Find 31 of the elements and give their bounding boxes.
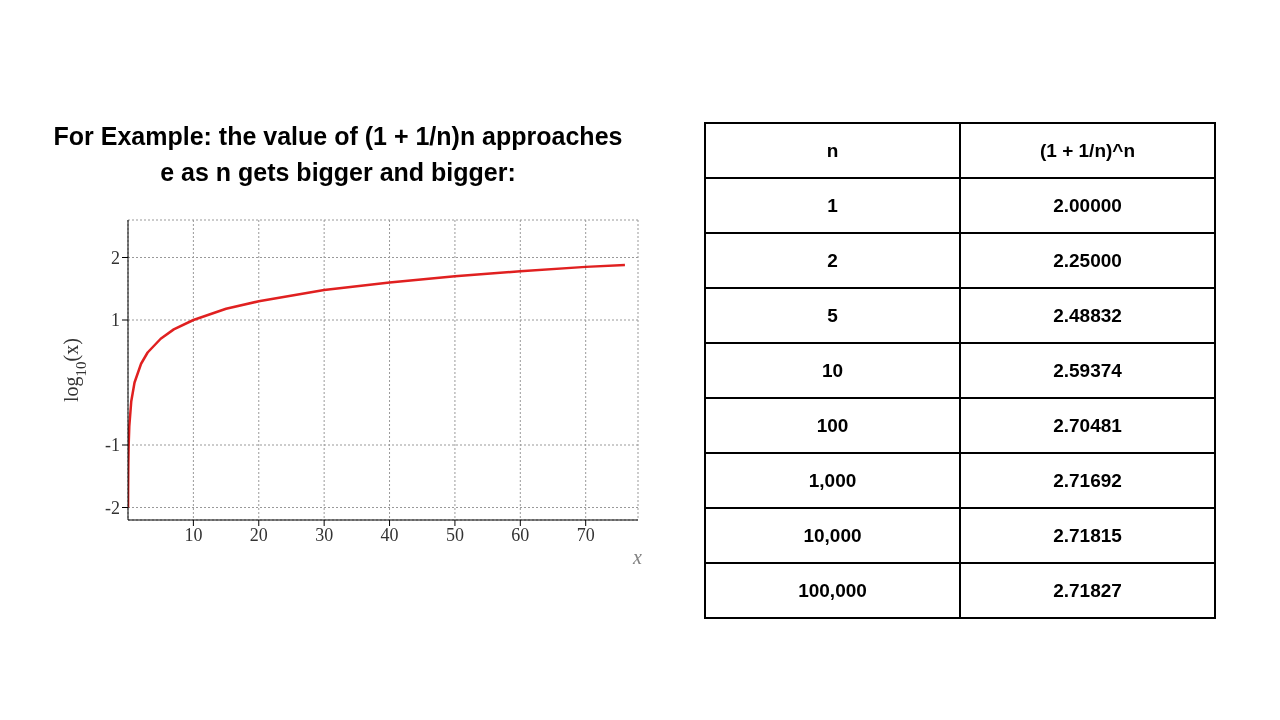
y-tick-label: 2	[111, 247, 120, 268]
y-tick-label: -2	[105, 497, 120, 518]
x-tick-label: 20	[249, 524, 268, 545]
x-tick-label: 40	[380, 524, 399, 545]
category-label: 10	[705, 343, 960, 398]
x-tick-label: 30	[315, 524, 334, 545]
category-label: 5	[705, 288, 960, 343]
x-tick-label: 70	[576, 524, 595, 545]
x-tick-label: 50	[445, 524, 464, 545]
chart-title: For Example: the value of (1 + 1/n)n approaches e as n gets bigger and bigger:	[52, 121, 624, 188]
y-tick-label: -1	[105, 435, 120, 456]
category-label: 1	[705, 178, 960, 233]
text: 2.59374	[1053, 359, 1122, 381]
category-label: 100	[705, 398, 960, 453]
text: 2.48832	[1053, 304, 1122, 326]
y-tick-label: 1	[111, 310, 120, 331]
text: 2.25000	[1053, 249, 1122, 271]
x-axis-title: x	[632, 546, 643, 568]
text: n	[705, 123, 960, 178]
category-label: 100,000	[705, 563, 960, 618]
category-label: 1,000	[705, 453, 960, 508]
x-tick-label: 60	[511, 524, 530, 545]
text: 2.00000	[1053, 194, 1122, 216]
category-label: 2	[705, 233, 960, 288]
text: 2.71815	[1053, 524, 1122, 546]
text: 2.71827	[1053, 579, 1122, 601]
category-label: 10,000	[705, 508, 960, 563]
text: (1 + 1/n)^n	[960, 123, 1215, 178]
text: 2.71692	[1053, 469, 1122, 491]
text: 2.70481	[1053, 414, 1122, 436]
x-tick-label: 10	[184, 524, 203, 545]
